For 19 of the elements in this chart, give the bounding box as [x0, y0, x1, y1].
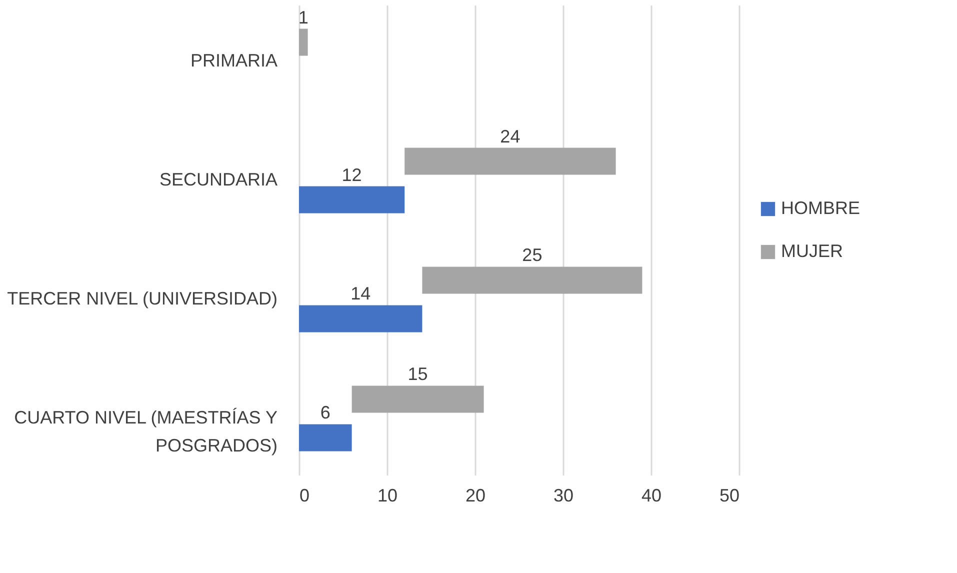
legend-label: MUJER	[781, 241, 843, 261]
y-tick-label: PRIMARIA	[190, 50, 278, 71]
data-label: 1	[298, 7, 308, 28]
data-label: 25	[522, 245, 542, 266]
x-tick-label: 50	[719, 486, 740, 506]
x-tick-label: 30	[553, 486, 574, 506]
x-tick-label: 0	[300, 486, 310, 506]
x-tick-label: 10	[377, 486, 398, 506]
y-tick-label: CUARTO NIVEL (MAESTRÍAS Y POSGRADOS)	[14, 407, 278, 456]
y-tick-label: TERCER NIVEL (UNIVERSIDAD)	[7, 288, 278, 308]
data-label: 15	[408, 364, 428, 384]
y-tick-label: SECUNDARIA	[159, 170, 278, 190]
data-label: 6	[320, 402, 330, 423]
x-tick-label: 20	[465, 486, 486, 506]
legend-label: HOMBRE	[781, 198, 860, 218]
data-label: 14	[350, 284, 371, 304]
data-label: 12	[342, 164, 362, 185]
data-label: 24	[500, 126, 520, 146]
x-tick-label: 40	[641, 486, 662, 506]
